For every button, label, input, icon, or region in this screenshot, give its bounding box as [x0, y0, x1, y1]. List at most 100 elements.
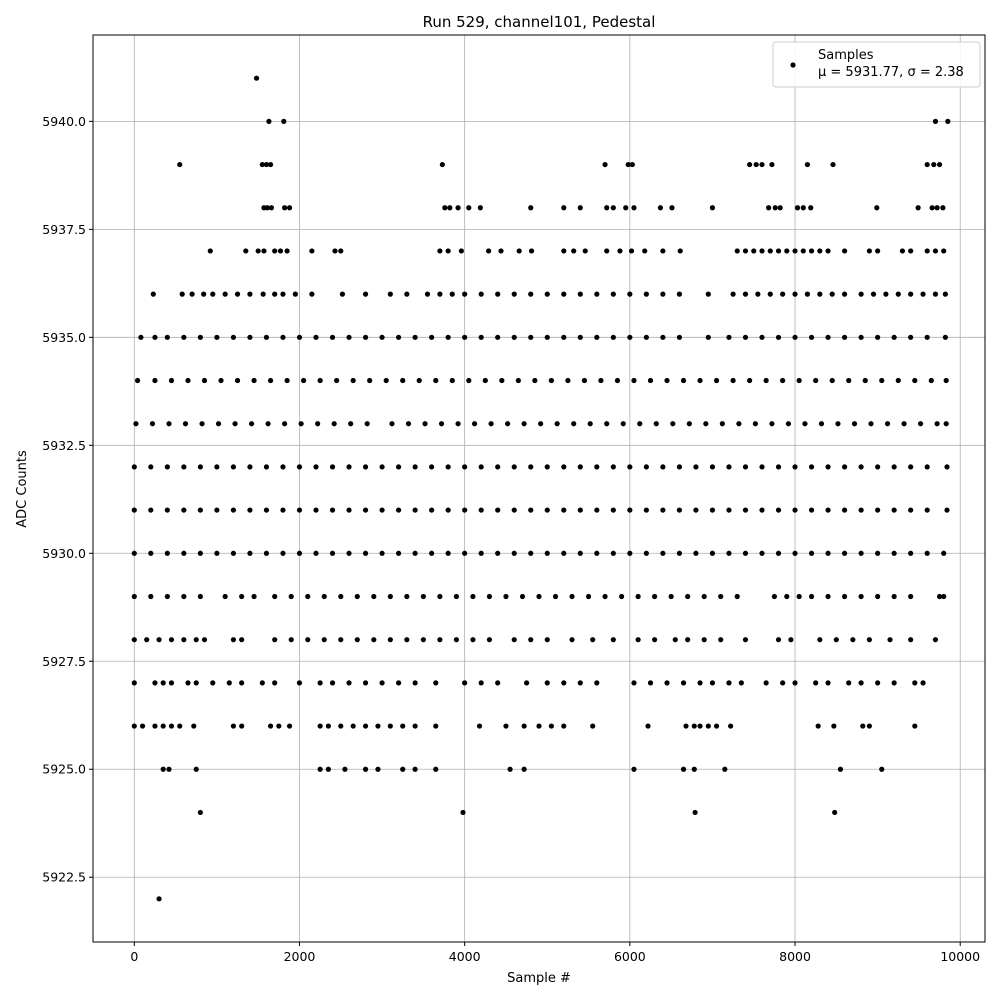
data-point [342, 766, 348, 772]
data-point [379, 507, 385, 513]
data-point [726, 550, 732, 556]
data-point [618, 593, 625, 600]
data-point [610, 291, 616, 297]
data-point [577, 550, 583, 556]
data-point [932, 118, 939, 124]
data-point [282, 205, 288, 211]
data-point [276, 723, 282, 729]
data-point [230, 507, 237, 513]
data-point [164, 593, 170, 600]
data-point [585, 593, 592, 600]
data-point [348, 421, 354, 427]
data-point [144, 637, 150, 643]
data-point [792, 507, 798, 513]
data-point [561, 464, 567, 470]
data-point [924, 550, 930, 556]
data-point [780, 291, 786, 297]
data-point [519, 593, 526, 600]
y-tick-label: 5937.5 [42, 222, 86, 237]
data-point [883, 291, 889, 297]
data-point [891, 464, 897, 470]
data-point [313, 550, 319, 556]
data-point [813, 377, 819, 384]
data-point [528, 205, 534, 211]
data-point [858, 680, 864, 686]
data-point [148, 550, 154, 556]
data-point [405, 421, 412, 427]
data-point [561, 205, 567, 211]
data-point [792, 550, 798, 556]
data-point [875, 680, 881, 686]
data-point [226, 680, 232, 686]
data-point [214, 464, 220, 470]
data-point [422, 421, 428, 427]
data-point [362, 766, 369, 772]
data-point [131, 680, 137, 686]
data-point [338, 248, 344, 254]
data-point [286, 205, 293, 211]
data-point [313, 464, 319, 470]
data-point [676, 507, 683, 513]
data-point [164, 550, 170, 556]
data-point [908, 507, 914, 513]
data-point [577, 680, 583, 686]
data-point [329, 550, 336, 556]
data-point [445, 507, 451, 513]
data-point [536, 723, 542, 729]
data-point [296, 550, 303, 556]
x-axis-label: Sample # [507, 971, 571, 986]
data-point [775, 507, 782, 513]
data-point [846, 377, 852, 384]
data-point [538, 421, 544, 427]
data-point [387, 291, 393, 297]
data-point [338, 723, 344, 729]
data-point [296, 464, 303, 470]
data-point [767, 291, 773, 297]
data-point [899, 248, 906, 254]
data-point [818, 421, 825, 427]
data-point [561, 248, 567, 254]
data-point [433, 766, 439, 772]
data-point [152, 680, 158, 686]
data-point [429, 550, 435, 556]
data-point [879, 377, 885, 384]
data-point [660, 550, 666, 556]
data-point [718, 593, 724, 600]
data-point [569, 593, 575, 600]
data-point [623, 205, 629, 211]
data-point [917, 421, 924, 427]
data-point [775, 464, 782, 470]
data-point [280, 507, 286, 513]
data-point [486, 637, 493, 643]
data-point [775, 334, 782, 340]
data-point [181, 550, 187, 556]
data-point [942, 291, 948, 297]
data-point [152, 723, 158, 729]
data-point [412, 550, 418, 556]
data-point [230, 550, 237, 556]
data-point [138, 334, 144, 340]
data-point [932, 248, 939, 254]
data-point [281, 118, 287, 124]
data-point [437, 637, 443, 643]
data-point [808, 507, 815, 513]
data-point [653, 421, 659, 427]
data-point [554, 421, 560, 427]
data-point [329, 680, 336, 686]
data-point [247, 507, 253, 513]
data-point [495, 291, 501, 297]
data-point [222, 593, 228, 600]
data-point [437, 248, 443, 254]
data-point [866, 637, 872, 643]
data-point [164, 464, 170, 470]
data-point [631, 377, 637, 384]
data-point [858, 507, 864, 513]
data-point [802, 421, 808, 427]
data-point [268, 205, 274, 211]
data-point [544, 507, 550, 513]
data-point [387, 723, 393, 729]
data-point [934, 421, 940, 427]
data-point [701, 593, 707, 600]
data-point [726, 680, 732, 686]
